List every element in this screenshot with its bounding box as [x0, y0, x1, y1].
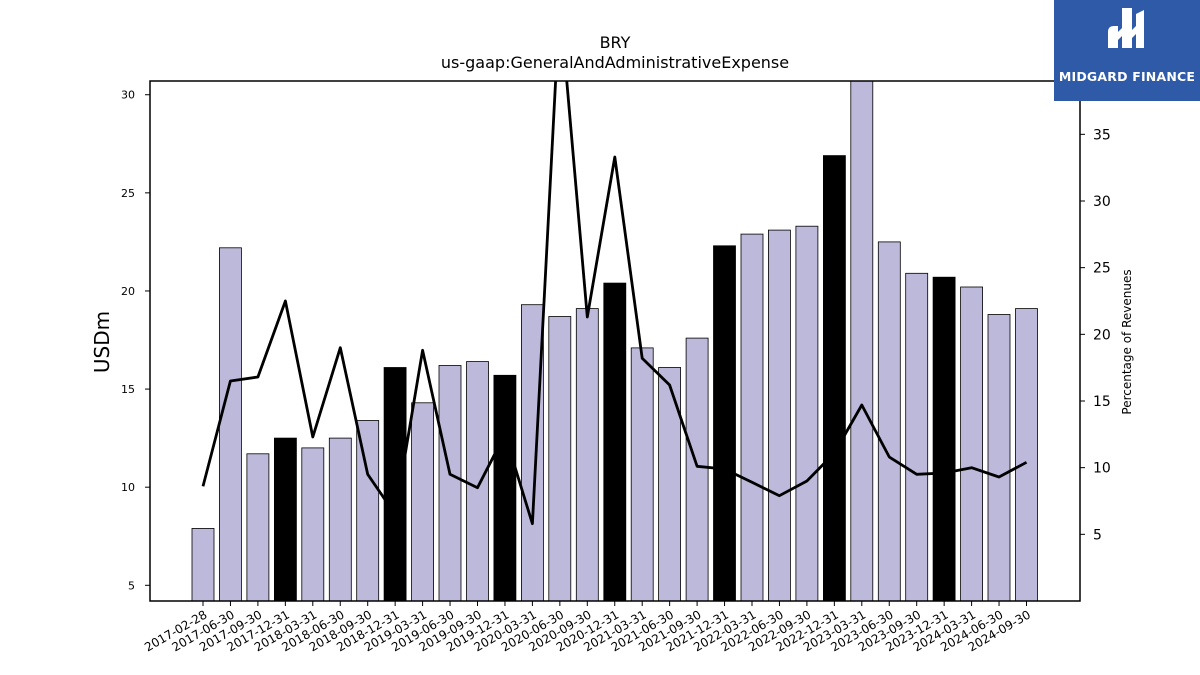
y2-tick-label: 15	[1093, 394, 1111, 410]
bar	[521, 304, 544, 602]
midgard-logo-icon	[1108, 8, 1144, 48]
bar	[877, 241, 901, 602]
bar	[246, 453, 270, 602]
bar	[438, 365, 462, 602]
y2-tick-label: 5	[1093, 527, 1102, 543]
y-axis-left: 5 10 15 20 25 30	[121, 89, 150, 592]
midgard-finance-logo: MIDGARD FINANCE	[1054, 0, 1200, 101]
bar	[713, 245, 736, 602]
bar	[1015, 308, 1038, 602]
bar	[603, 282, 627, 602]
bar	[383, 367, 407, 602]
chart-subtitle: us-gaap:GeneralAndAdministrativeExpense	[441, 53, 789, 72]
percentage-line	[201, 81, 1028, 526]
x-axis: 2017-02-282017-06-302017-09-302017-12-31…	[142, 601, 1033, 654]
bar	[356, 420, 380, 602]
bar	[987, 314, 1011, 602]
bar	[850, 80, 874, 602]
y2-tick-label: 25	[1093, 261, 1111, 277]
y2-tick-label: 20	[1093, 327, 1111, 343]
bar	[493, 374, 517, 602]
y-tick-label: 5	[128, 579, 135, 592]
bar	[548, 316, 572, 602]
bar	[630, 347, 654, 602]
y-tick-label: 10	[121, 481, 135, 494]
bar	[960, 286, 983, 602]
bar	[466, 361, 489, 602]
y-axis-label: USDm	[90, 311, 114, 373]
bar	[273, 437, 297, 602]
bar-series	[191, 80, 1038, 602]
bar	[795, 225, 819, 602]
bar	[905, 272, 929, 602]
bar	[768, 229, 791, 602]
y-axis-right: 5 10 15 20 25 30 35	[1080, 127, 1111, 543]
y-tick-label: 15	[121, 383, 135, 396]
chart-title: BRY	[600, 33, 631, 52]
bar	[823, 155, 846, 602]
bar	[932, 276, 956, 602]
bar	[218, 247, 242, 602]
bar	[575, 308, 599, 602]
y-tick-label: 30	[121, 89, 135, 102]
logo-text: MIDGARD FINANCE	[1058, 69, 1196, 84]
bar	[191, 528, 215, 602]
y-tick-label: 25	[121, 187, 135, 200]
bar	[301, 447, 325, 602]
bar	[411, 402, 435, 602]
y2-tick-label: 30	[1093, 194, 1111, 210]
y2-axis-label: Percentage of Revenues	[1120, 269, 1134, 414]
bar	[328, 437, 352, 602]
y2-tick-label: 35	[1093, 127, 1111, 143]
y2-tick-label: 10	[1093, 461, 1111, 477]
bar	[658, 367, 681, 602]
y-tick-label: 20	[121, 285, 135, 298]
bar	[740, 233, 764, 602]
bar	[685, 337, 709, 602]
